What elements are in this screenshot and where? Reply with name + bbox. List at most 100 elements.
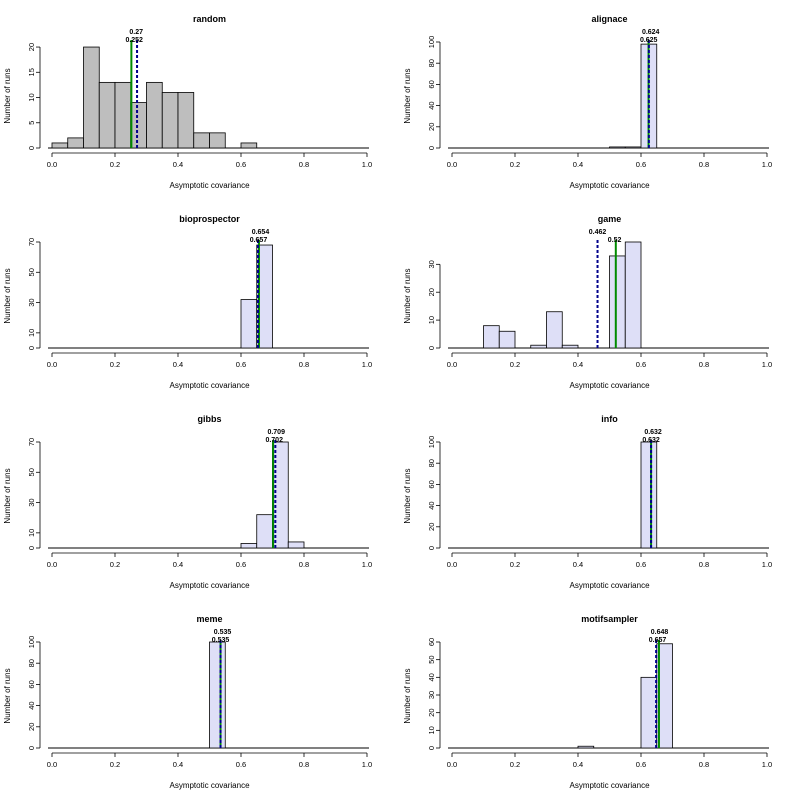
x-axis-label: Asymptotic covariance: [169, 181, 250, 190]
x-tick-label: 0.6: [636, 160, 646, 169]
x-tick-label: 1.0: [762, 160, 772, 169]
upper-value-label: 0.648: [651, 629, 669, 636]
y-tick-label: 60: [27, 680, 36, 688]
lower-value-label: 0.657: [250, 237, 268, 244]
y-axis-label: Number of runs: [3, 268, 12, 323]
x-tick-label: 0.2: [110, 560, 120, 569]
y-tick-label: 60: [427, 638, 436, 646]
y-tick-label: 100: [27, 636, 36, 649]
panel-random: random 0 5 10 15 20 Number of runs 0.0 0.2 0.4 0.6…: [3, 14, 372, 190]
x-tick-label: 0.8: [299, 160, 309, 169]
y-tick-label: 80: [427, 459, 436, 467]
y-tick-label: 10: [27, 93, 36, 101]
y-tick-label: 50: [427, 655, 436, 663]
histogram-bar: [483, 325, 500, 349]
x-axis-label: Asymptotic covariance: [569, 581, 650, 590]
histogram-bar: [83, 46, 100, 149]
x-tick-label: 1.0: [362, 160, 372, 169]
x-tick-label: 0.8: [699, 160, 709, 169]
x-tick-label: 0.4: [173, 760, 183, 769]
y-tick-label: 10: [427, 316, 436, 324]
histogram-bar: [546, 311, 563, 349]
x-tick-label: 0.8: [299, 560, 309, 569]
x-tick-label: 0.2: [510, 160, 520, 169]
y-axis-label: Number of runs: [3, 668, 12, 723]
y-tick-label: 20: [427, 288, 436, 296]
panel-title: bioprospector: [179, 214, 240, 224]
panel-title: meme: [196, 614, 222, 624]
histogram-bar: [177, 92, 195, 149]
x-axis-label: Asymptotic covariance: [169, 581, 250, 590]
y-tick-label: 0: [427, 146, 436, 150]
panel-title: gibbs: [198, 414, 222, 424]
y-tick-label: 70: [27, 238, 36, 246]
y-tick-label: 40: [427, 101, 436, 109]
x-tick-label: 0.2: [110, 360, 120, 369]
upper-value-label: 0.624: [642, 29, 660, 36]
x-tick-label: 0.2: [110, 760, 120, 769]
x-tick-label: 0.0: [447, 360, 457, 369]
histogram-bar: [498, 330, 516, 349]
panel-bioprospector: bioprospector 0 10 30 50 70 Number of runs 0.0 0…: [3, 214, 372, 390]
histogram-bar: [287, 541, 305, 549]
x-tick-label: 0.4: [573, 760, 583, 769]
x-tick-label: 0.6: [236, 360, 246, 369]
lower-value-label: 0.252: [125, 37, 143, 44]
x-tick-label: 0.0: [447, 760, 457, 769]
x-tick-label: 0.4: [173, 560, 183, 569]
x-tick-label: 0.8: [699, 360, 709, 369]
panel-meme: meme 0 20 40 60 80 100 Number of runs 0.0 0.2 0.4 0…: [3, 614, 372, 790]
panel-game: game 0 10 20 30 Number of runs 0.0 0.2 0.4 0.6 0.8…: [403, 214, 772, 390]
x-tick-label: 0.0: [447, 560, 457, 569]
x-tick-label: 0.0: [47, 760, 57, 769]
y-axis-label: Number of runs: [3, 468, 12, 523]
x-tick-label: 0.8: [699, 760, 709, 769]
histogram-bar: [640, 441, 658, 549]
x-tick-label: 1.0: [762, 760, 772, 769]
y-tick-label: 15: [27, 68, 36, 76]
y-tick-label: 0: [427, 546, 436, 550]
y-tick-label: 80: [27, 659, 36, 667]
y-tick-label: 20: [27, 723, 36, 731]
x-tick-label: 0.2: [510, 360, 520, 369]
x-tick-label: 0.2: [110, 160, 120, 169]
x-tick-label: 1.0: [762, 360, 772, 369]
panel-info: info 0 20 40 60 80 100 Number of runs 0.0 0.2 0.4 0…: [403, 414, 772, 590]
histogram-bar: [640, 676, 658, 749]
x-axis-label: Asymptotic covariance: [569, 781, 650, 790]
x-tick-label: 0.4: [573, 360, 583, 369]
upper-value-label: 0.709: [267, 429, 285, 436]
x-tick-label: 0.4: [173, 160, 183, 169]
y-tick-label: 30: [427, 691, 436, 699]
x-tick-label: 0.4: [573, 160, 583, 169]
y-tick-label: 30: [27, 498, 36, 506]
histogram-bar: [146, 81, 163, 149]
histogram-bar: [209, 132, 226, 149]
y-tick-label: 10: [27, 529, 36, 537]
histogram-bar: [256, 514, 273, 549]
upper-value-label: 0.654: [252, 229, 270, 236]
y-tick-label: 5: [27, 121, 36, 125]
y-tick-label: 0: [27, 746, 36, 750]
right-value-label: 0.52: [608, 237, 622, 244]
x-tick-label: 0.8: [699, 560, 709, 569]
y-tick-label: 10: [27, 329, 36, 337]
y-tick-label: 70: [27, 438, 36, 446]
histogram-bar: [98, 81, 116, 149]
histogram-bar: [209, 641, 226, 749]
x-tick-label: 0.6: [636, 760, 646, 769]
histogram-bar: [577, 745, 595, 749]
lower-value-label: 0.702: [265, 437, 283, 444]
panel-gibbs: gibbs 0 10 30 50 70 Number of runs 0.0 0.2 0.4 0.6…: [3, 414, 372, 590]
histogram-bar: [114, 81, 132, 149]
x-tick-label: 0.2: [510, 760, 520, 769]
x-tick-label: 0.0: [47, 560, 57, 569]
y-tick-label: 0: [27, 546, 36, 550]
x-axis-label: Asymptotic covariance: [169, 781, 250, 790]
y-tick-label: 40: [27, 701, 36, 709]
histogram-bar: [193, 132, 210, 149]
x-tick-label: 1.0: [362, 760, 372, 769]
y-tick-label: 0: [27, 346, 36, 350]
x-tick-label: 0.4: [173, 360, 183, 369]
lower-value-label: 0.535: [212, 637, 230, 644]
